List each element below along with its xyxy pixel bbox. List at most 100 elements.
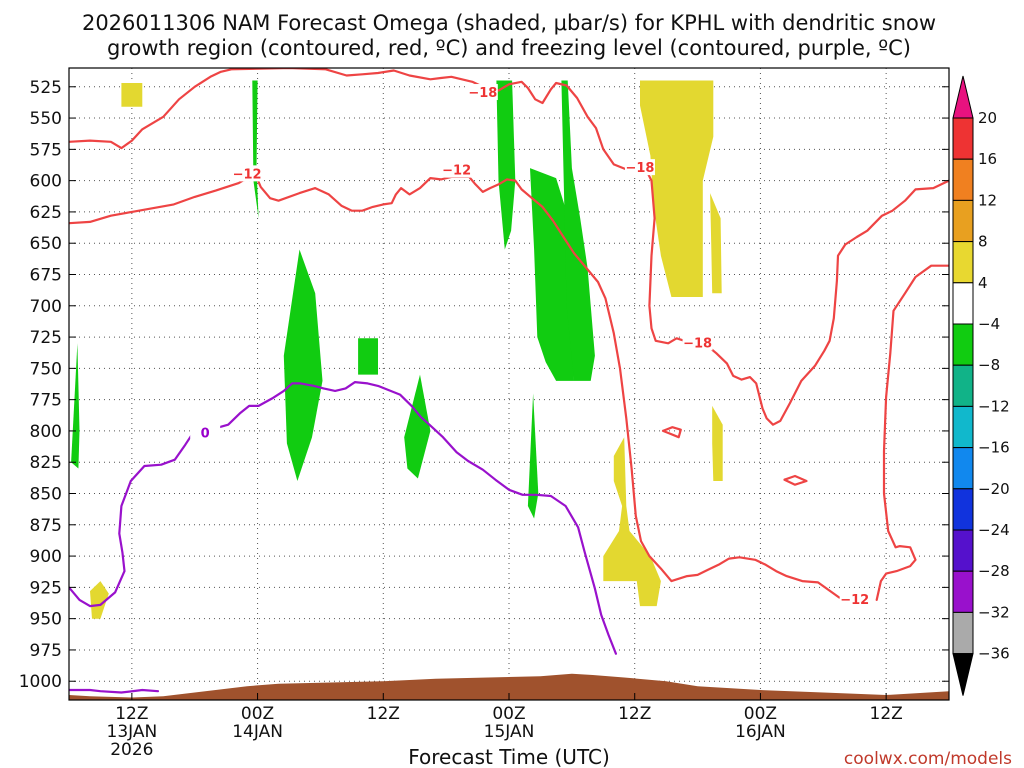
omega-region-positive-11 <box>710 193 722 294</box>
omega-region-negative-6 <box>496 80 516 250</box>
colorbar-arrow-top <box>952 75 974 119</box>
colorbar-label-13: −36 <box>978 645 1010 663</box>
y-tick-label-675: 675 <box>30 265 62 285</box>
omega-region-positive-0 <box>121 83 143 107</box>
omega-region-negative-4 <box>358 338 378 375</box>
colorbar-label-7: −12 <box>978 397 1010 415</box>
y-tick-label-975: 975 <box>30 641 62 661</box>
colorbar-label-0: 20 <box>978 109 997 127</box>
y-tick-label-900: 900 <box>30 547 62 567</box>
colorbar-swatch-11 <box>952 570 974 613</box>
x-tick-date-42: 15JAN <box>484 722 535 742</box>
chart-title-line-1: 2026011306 NAM Forecast Omega (shaded, μ… <box>82 11 936 35</box>
contour-label-1-1: −18 <box>625 161 654 176</box>
terrain-fill <box>69 673 949 700</box>
omega-region-positive-10 <box>640 80 714 297</box>
colorbar-swatch-3 <box>952 241 974 284</box>
colorbar-swatch-4 <box>952 282 974 325</box>
contour-label-bg-0-1 <box>441 161 472 178</box>
contour-purple-6 <box>69 688 160 694</box>
y-tick-label-950: 950 <box>30 610 62 630</box>
contour-labels: −12 −12 −12 −18 −18 −18 0 <box>190 84 870 608</box>
contour-label-0-2: −12 <box>840 593 869 608</box>
colorbar-label-8: −16 <box>978 439 1010 457</box>
colorbar-swatch-8 <box>952 447 974 490</box>
omega-region-negative-9 <box>527 393 539 519</box>
x-tick-date-6: 13JAN <box>107 722 158 742</box>
colorbar-swatch-5 <box>952 323 974 366</box>
y-tick-label-850: 850 <box>30 485 62 505</box>
contour-label-bg-1-1 <box>624 159 655 176</box>
colorbar-arrow-bottom <box>952 653 974 696</box>
colorbar: 20 16 12 8 4 −4 −8 −12 −16 −20 −24 −28 −32 −36 <box>952 75 1010 696</box>
y-tick-label-575: 575 <box>30 140 62 160</box>
omega-region-positive-14 <box>90 581 109 619</box>
colorbar-label-6: −8 <box>978 356 1000 374</box>
colorbar-swatch-1 <box>952 158 974 201</box>
y-tick-label-625: 625 <box>30 203 62 223</box>
omega-region-positive-13 <box>603 437 661 607</box>
colorbar-swatch-9 <box>952 488 974 531</box>
omega-region-negative-3 <box>283 249 323 481</box>
x-axis-label: Forecast Time (UTC) <box>408 745 610 768</box>
x-tick-hour-30: 12Z <box>367 704 400 724</box>
omega-region-negative-2 <box>71 343 80 469</box>
y-tick-label-700: 700 <box>30 297 62 317</box>
chart-title-line-2: growth region (contoured, red, ºC) and f… <box>107 36 911 60</box>
y-tick-label-775: 775 <box>30 391 62 411</box>
colorbar-swatch-7 <box>952 405 974 449</box>
y-tick-label-925: 925 <box>30 578 62 598</box>
colorbar-swatch-0 <box>952 117 974 160</box>
terrain <box>69 673 949 700</box>
colorbar-label-12: −32 <box>978 603 1010 621</box>
y-tick-label-550: 550 <box>30 109 62 129</box>
colorbar-label-10: −24 <box>978 521 1010 539</box>
y-tick-label-825: 825 <box>30 453 62 473</box>
contour-red-4 <box>783 474 808 486</box>
contours <box>69 68 949 694</box>
contour-label-1-0: −18 <box>468 86 497 101</box>
x-tick-year-6: 2026 <box>110 740 153 760</box>
y-tick-label-1000: 1000 <box>19 672 62 692</box>
omega-region-negative-5 <box>404 374 431 479</box>
y-tick-label-725: 725 <box>30 328 62 348</box>
colorbar-swatch-12 <box>952 611 974 655</box>
x-tick-hour-54: 12Z <box>618 704 651 724</box>
y-axis: 525 550 575 600 625 650 675 700 725 750 775 800 825 8… <box>19 78 949 692</box>
contour-red-3 <box>661 426 682 439</box>
x-tick-date-66: 16JAN <box>735 722 786 742</box>
omega-region-negative-7 <box>530 168 574 381</box>
x-tick-hour-66: 00Z <box>744 704 777 724</box>
x-tick-hour-42: 00Z <box>492 704 525 724</box>
colorbar-label-5: −4 <box>978 315 1000 333</box>
credit-text: coolwx.com/models <box>844 749 1012 768</box>
colorbar-label-2: 12 <box>978 191 997 209</box>
x-tick-date-18: 14JAN <box>232 722 283 742</box>
y-tick-label-525: 525 <box>30 78 62 98</box>
colorbar-label-11: −28 <box>978 562 1010 580</box>
y-tick-label-750: 750 <box>30 359 62 379</box>
contour-label-5-0: 0 <box>201 426 210 441</box>
contour-label-bg-1-0 <box>467 84 498 101</box>
contour-label-bg-5-0 <box>190 424 221 441</box>
contour-label-0-0: −12 <box>233 167 262 182</box>
omega-region-negative-1 <box>252 80 259 219</box>
contour-label-0-1: −12 <box>442 164 471 179</box>
y-tick-label-650: 650 <box>30 234 62 254</box>
omega-region-positive-12 <box>712 405 723 481</box>
contour-label-bg-0-2 <box>839 590 870 607</box>
colorbar-label-9: −20 <box>978 480 1010 498</box>
omega-region-negative-8 <box>561 80 595 381</box>
contour-purple-5 <box>69 381 618 655</box>
colorbar-label-1: 16 <box>978 150 997 168</box>
x-tick-hour-78: 12Z <box>870 704 903 724</box>
contour-label-bg-1-2 <box>682 334 713 351</box>
y-tick-label-600: 600 <box>30 172 62 192</box>
contour-label-1-2: −18 <box>683 336 712 351</box>
x-tick-hour-18: 00Z <box>241 704 274 724</box>
x-tick-hour-6: 12Z <box>115 704 148 724</box>
omega-shading <box>71 80 723 619</box>
colorbar-label-4: 4 <box>978 274 988 292</box>
